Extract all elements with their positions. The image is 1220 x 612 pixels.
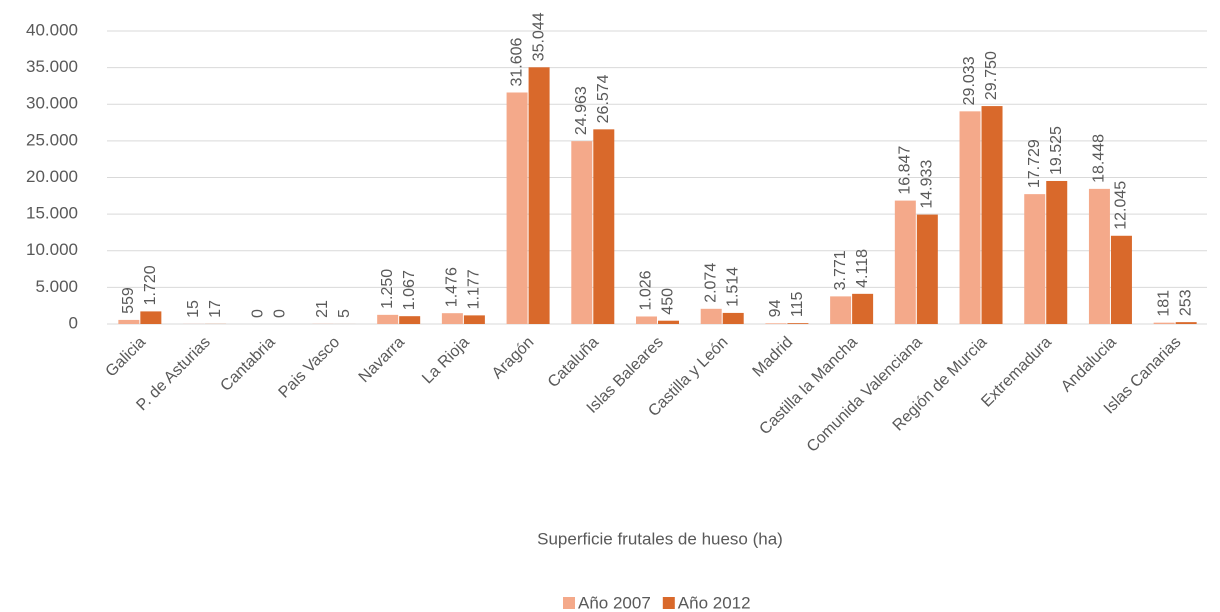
- x-tick-label: La Rioja: [419, 334, 473, 388]
- data-label: 31.606: [508, 37, 525, 86]
- x-axis-title: Superficie frutales de hueso (ha): [537, 529, 783, 548]
- bar: [981, 106, 1003, 324]
- bar: [852, 293, 874, 324]
- bar: [399, 316, 421, 324]
- bar: [377, 314, 399, 324]
- y-tick-label: 5.000: [35, 277, 78, 296]
- data-label: 253: [1177, 289, 1194, 316]
- bar: [140, 311, 162, 324]
- data-label: 3.771: [832, 250, 849, 290]
- y-tick-label: 0: [69, 313, 78, 332]
- y-tick-label: 35.000: [26, 57, 78, 76]
- bar: [787, 323, 809, 324]
- bar: [1175, 322, 1197, 324]
- data-label: 181: [1155, 290, 1172, 317]
- bar: [1110, 235, 1132, 324]
- x-tick-label: Cantabria: [217, 334, 278, 395]
- x-tick-label: Galicia: [103, 334, 150, 381]
- bar: [700, 308, 722, 324]
- data-label: 29.750: [983, 51, 1000, 100]
- data-label: 1.720: [142, 265, 159, 305]
- x-tick-label: Aragón: [489, 334, 538, 383]
- data-label: 24.963: [573, 86, 590, 135]
- data-label: 15: [185, 300, 202, 318]
- x-tick-label: Madrid: [750, 334, 797, 381]
- y-tick-label: 20.000: [26, 167, 78, 186]
- legend-swatch: [563, 597, 575, 609]
- bar: [894, 200, 916, 324]
- data-label: 12.045: [1113, 181, 1130, 230]
- data-label: 1.476: [444, 267, 461, 307]
- bar: [1153, 322, 1175, 324]
- bar: [593, 129, 615, 324]
- bar: [765, 323, 787, 324]
- bar: [463, 315, 485, 324]
- data-label: 16.847: [897, 146, 914, 195]
- data-label: 29.033: [961, 56, 978, 105]
- bar: [1024, 194, 1046, 324]
- bar: [441, 313, 463, 324]
- bar: [571, 141, 593, 324]
- x-tick-label: Extremadura: [978, 334, 1055, 411]
- data-label: 5: [336, 309, 353, 318]
- data-label: 26.574: [595, 74, 612, 123]
- bar: [658, 320, 679, 324]
- data-label: 115: [789, 292, 806, 318]
- data-label: 18.448: [1091, 134, 1108, 183]
- data-label: 1.177: [466, 269, 483, 309]
- y-tick-label: 10.000: [26, 240, 78, 259]
- legend-swatch: [662, 597, 675, 609]
- y-tick-label: 15.000: [26, 204, 78, 223]
- bar: [722, 312, 744, 324]
- y-tick-label: 40.000: [26, 20, 78, 39]
- x-tick-label: Comunida Valenciana: [804, 334, 926, 456]
- y-tick-label: 30.000: [26, 94, 78, 113]
- data-label: 1.250: [379, 269, 396, 309]
- bar: [528, 67, 550, 324]
- bar: [916, 214, 938, 324]
- data-label: 0: [249, 309, 266, 318]
- bar: [1088, 188, 1110, 324]
- bar: [830, 296, 852, 324]
- x-tick-label: Cataluña: [545, 334, 602, 391]
- data-label: 4.118: [854, 249, 871, 288]
- x-tick-label: Navarra: [356, 334, 408, 386]
- legend-label: Año 2012: [678, 593, 751, 612]
- x-tick-label: Andalucia: [1058, 334, 1120, 396]
- data-label: 17: [207, 300, 224, 318]
- data-label: 1.514: [724, 267, 741, 307]
- data-label: 21: [314, 300, 331, 318]
- data-label: 450: [660, 288, 677, 315]
- data-label: 19.525: [1048, 126, 1065, 175]
- bar: [636, 316, 657, 324]
- legend-label: Año 2007: [578, 593, 651, 612]
- data-label: 94: [767, 299, 784, 317]
- x-tick-label: Pais Vasco: [275, 334, 343, 402]
- data-label: 2.074: [702, 263, 719, 303]
- bar: [959, 111, 981, 324]
- data-label: 1.067: [401, 270, 418, 310]
- data-label: 35.044: [530, 12, 547, 61]
- bar: [118, 319, 140, 324]
- bar: [506, 92, 528, 324]
- y-tick-label: 25.000: [26, 130, 78, 149]
- data-label: 1.026: [638, 270, 655, 310]
- data-label: 559: [120, 287, 137, 314]
- data-label: 14.933: [919, 160, 936, 209]
- bar: [1046, 180, 1068, 324]
- data-label: 17.729: [1026, 139, 1043, 188]
- data-label: 0: [271, 309, 288, 318]
